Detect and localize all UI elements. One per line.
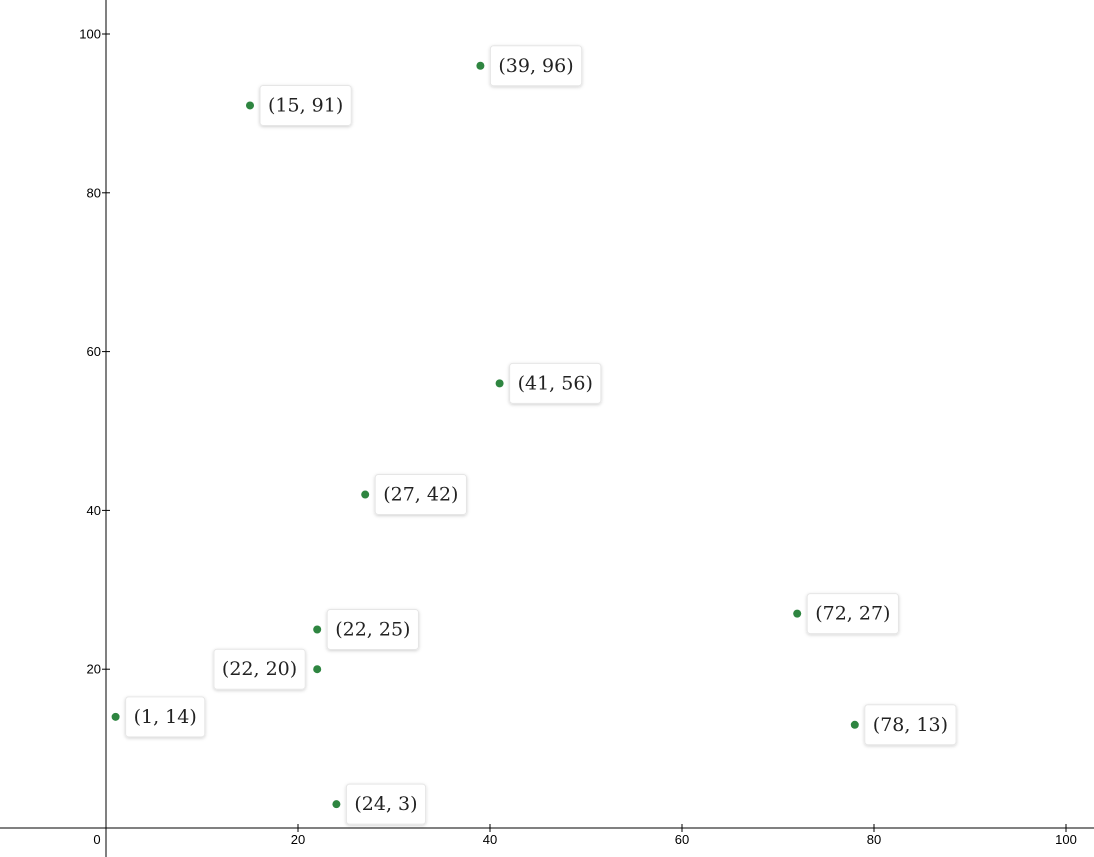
point-label: (72, 27) (806, 593, 899, 635)
data-point[interactable] (111, 712, 120, 721)
point-label-text: (27, 42) (383, 484, 458, 506)
point-label-box (326, 609, 419, 650)
x-tick-label: 40 (483, 832, 497, 847)
point-label-text: (15, 91) (268, 94, 343, 116)
y-tick-label: 100 (79, 27, 101, 42)
data-point[interactable] (246, 101, 254, 110)
point-label-box (345, 783, 427, 825)
x-tick-label: 0 (93, 832, 100, 847)
point-label: (22, 20) (213, 648, 306, 690)
y-tick-label: 80 (87, 185, 101, 200)
data-point[interactable] (361, 490, 370, 499)
point-label: (1, 14) (125, 696, 206, 738)
point-label: (24, 3) (345, 783, 427, 825)
point-label-box (125, 696, 206, 738)
x-tick-label: 100 (1055, 832, 1077, 847)
data-point[interactable] (793, 609, 802, 618)
point-label-text: (78, 13) (873, 714, 948, 736)
point-label-text: (22, 20) (222, 658, 297, 680)
point-label-text: (72, 27) (815, 603, 890, 625)
point-label-text: (1, 14) (134, 706, 197, 728)
data-point[interactable] (850, 720, 859, 729)
point-label-box (509, 362, 602, 404)
point-label-text: (22, 25) (335, 619, 410, 641)
data-point[interactable] (332, 800, 341, 809)
point-label-box (259, 84, 352, 126)
data-points (111, 61, 859, 809)
point-label-box (864, 704, 957, 746)
y-tick-label: 20 (87, 662, 101, 677)
x-tick-label: 20 (291, 832, 305, 847)
y-tick-label: 40 (87, 503, 101, 518)
point-labels: (39, 96) (15, 91) (41, 56) (27, 42) (72, 27)… (125, 45, 957, 825)
point-label-box (489, 45, 583, 87)
x-tick-label: 80 (867, 832, 881, 847)
y-tick-label: 60 (87, 344, 101, 359)
data-point[interactable] (476, 61, 485, 70)
point-label: (78, 13) (864, 704, 957, 746)
point-label-text: (41, 56) (518, 372, 593, 394)
point-label-box (213, 648, 306, 690)
point-label-box (806, 593, 899, 635)
point-label-text: (24, 3) (354, 793, 417, 815)
point-label: (22, 25) (326, 609, 419, 650)
point-label: (27, 42) (374, 474, 467, 516)
point-label: (39, 96) (489, 45, 583, 87)
data-point[interactable] (313, 625, 322, 634)
point-label-text: (39, 96) (498, 55, 573, 77)
data-point[interactable] (313, 665, 322, 674)
point-label-box (374, 474, 467, 516)
point-label: (15, 91) (259, 84, 352, 126)
x-tick-label: 60 (675, 832, 689, 847)
point-label: (41, 56) (509, 362, 602, 404)
data-point[interactable] (495, 379, 504, 388)
